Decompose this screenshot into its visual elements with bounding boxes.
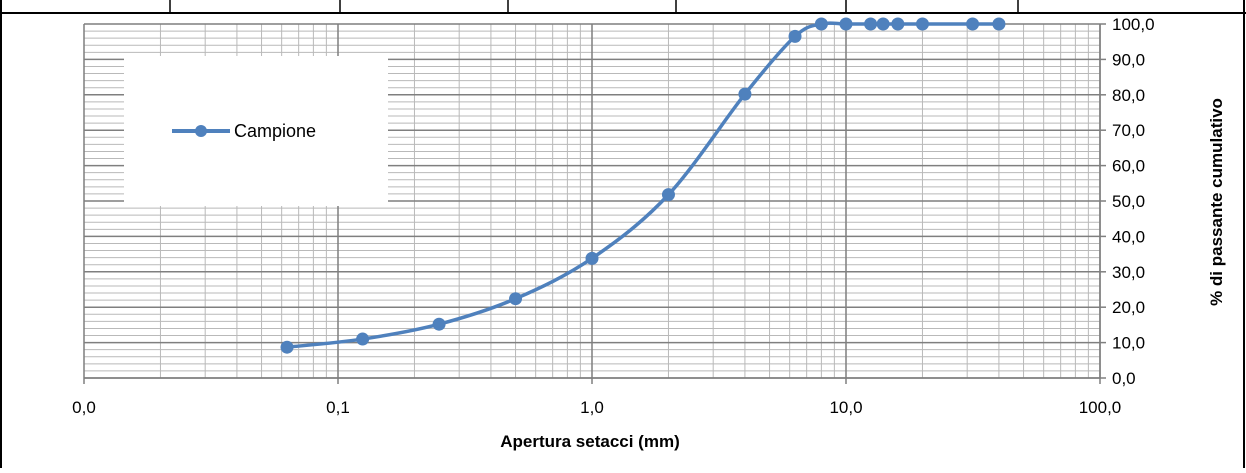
table-cell-dividers — [169, 0, 1019, 13]
x-axis-title: Apertura setacci (mm) — [500, 432, 680, 451]
series-line — [286, 21, 999, 349]
data-point — [891, 17, 905, 31]
y-tick-label: 100,0 — [1112, 15, 1155, 34]
y-tick-label: 90,0 — [1112, 50, 1145, 69]
data-point — [585, 251, 599, 265]
data-point — [864, 17, 878, 31]
data-point — [432, 317, 446, 331]
data-point — [788, 29, 802, 43]
x-tick-label: 0,0 — [72, 398, 96, 417]
x-tick-label: 10,0 — [829, 398, 862, 417]
legend-marker — [195, 125, 207, 137]
x-tick-label: 0,1 — [326, 398, 350, 417]
legend-label: Campione — [234, 121, 316, 141]
y-tick-label: 80,0 — [1112, 86, 1145, 105]
x-tick-label: 100,0 — [1079, 398, 1122, 417]
data-point — [356, 332, 370, 346]
y-tick-labels: 0,0 10,0 20,0 30,0 40,0 50,0 60,0 70,0 80,0 90,0 1… — [1112, 15, 1155, 388]
data-point — [992, 17, 1006, 31]
y-tick-label: 20,0 — [1112, 298, 1145, 317]
x-tick-label: 1,0 — [580, 398, 604, 417]
y-tick-label: 50,0 — [1112, 192, 1145, 211]
data-point — [839, 17, 853, 31]
legend: Campione — [124, 56, 388, 206]
y-tick-label: 40,0 — [1112, 227, 1145, 246]
data-point — [814, 17, 828, 31]
axes — [83, 23, 1106, 384]
data-point — [915, 17, 929, 31]
y-tick-label: 70,0 — [1112, 121, 1145, 140]
y-axis-title: % di passante cumulativo — [1207, 98, 1226, 306]
legend-box — [124, 56, 388, 206]
y-tick-label: 0,0 — [1112, 369, 1136, 388]
y-tick-label: 10,0 — [1112, 334, 1145, 353]
y-tick-label: 30,0 — [1112, 263, 1145, 282]
data-point — [966, 17, 980, 31]
y-tick-label: 60,0 — [1112, 157, 1145, 176]
data-point — [509, 292, 523, 306]
data-point — [738, 87, 752, 101]
data-point — [661, 188, 675, 202]
data-point — [280, 340, 294, 354]
series-layer — [280, 17, 1006, 354]
x-tick-labels: 0,0 0,1 1,0 10,0 100,0 — [72, 398, 1121, 417]
data-point — [876, 17, 890, 31]
